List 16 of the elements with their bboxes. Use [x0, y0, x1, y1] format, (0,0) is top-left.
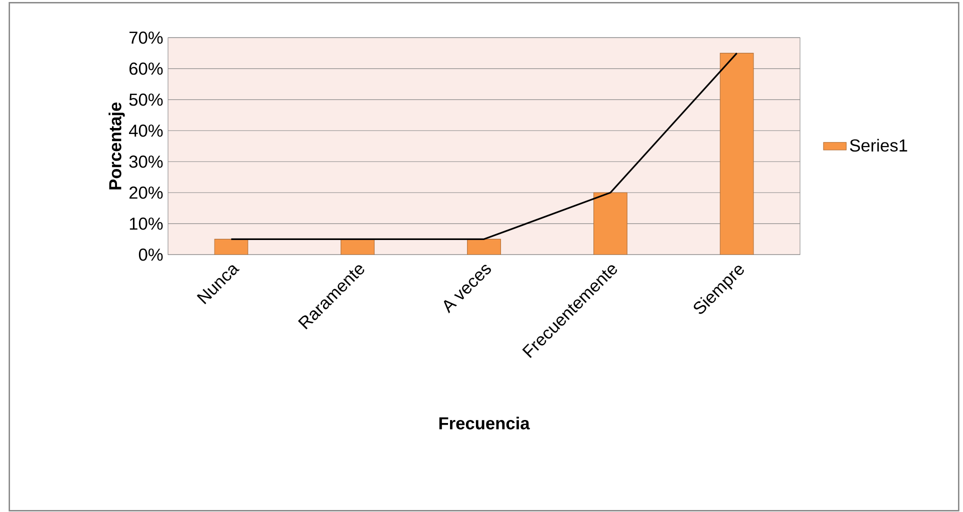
y-axis-title: Porcentaje [108, 102, 125, 190]
y-tick-label: 60% [129, 62, 163, 75]
y-tick-label: 10% [130, 218, 163, 230]
bar [593, 192, 628, 255]
y-tick-label: 50% [129, 94, 163, 106]
y-tick-label: 70% [130, 32, 163, 44]
bar [214, 238, 248, 255]
x-axis-title: Frecuencia [439, 416, 530, 430]
y-tick-label: 40% [129, 124, 163, 137]
bar [340, 238, 375, 255]
bar [720, 52, 754, 255]
y-tick-label: 30% [129, 156, 163, 168]
y-tick-label: 20% [129, 186, 163, 199]
y-tick-label: 0% [138, 248, 163, 261]
bar [467, 238, 501, 255]
legend-label: Series1 [850, 138, 908, 152]
